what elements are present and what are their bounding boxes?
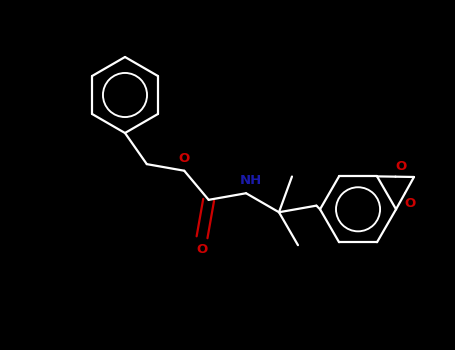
Text: O: O bbox=[395, 160, 406, 173]
Text: O: O bbox=[197, 243, 207, 256]
Text: O: O bbox=[404, 197, 415, 210]
Text: NH: NH bbox=[240, 174, 262, 187]
Text: O: O bbox=[179, 152, 190, 165]
